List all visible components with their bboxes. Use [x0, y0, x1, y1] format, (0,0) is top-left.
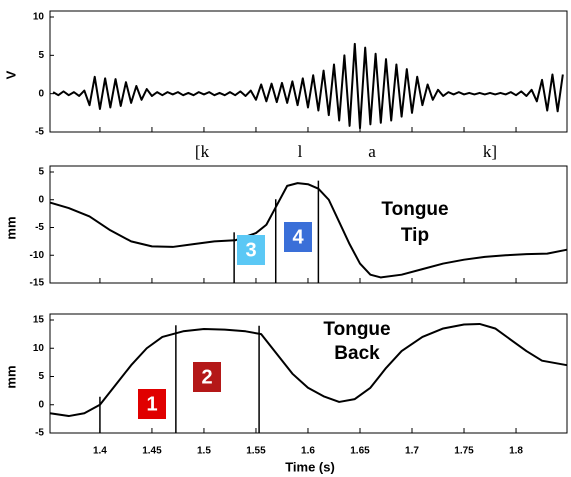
plot-frame	[49, 10, 568, 133]
signal-line	[49, 322, 568, 418]
x-tick-label: 1.5	[197, 446, 211, 457]
plot-frame	[49, 313, 568, 434]
signal-line	[49, 182, 568, 279]
phonetic-label: k]	[483, 142, 497, 161]
x-tick-label: 1.45	[142, 446, 162, 457]
x-tick-label: 1.6	[301, 446, 315, 457]
y-tick-label: 10	[33, 343, 45, 354]
phase-box	[284, 222, 312, 252]
y-tick-label: 10	[33, 12, 45, 23]
phase-box	[237, 235, 265, 265]
y-tick-label: 15	[33, 315, 45, 326]
phase-box	[193, 362, 221, 392]
y-tick-label: -5	[35, 127, 44, 138]
phase-label: 4	[292, 226, 304, 248]
phase-label: 2	[201, 366, 212, 388]
y-tick-label: -10	[30, 250, 45, 261]
phase-label: 1	[146, 393, 157, 415]
x-axis-label: Time (s)	[285, 459, 335, 474]
y-axis-label: mm	[3, 216, 18, 239]
phonetic-label: l	[298, 142, 303, 161]
y-tick-label: -15	[30, 278, 45, 289]
x-tick-label: 1.4	[93, 446, 107, 457]
x-tick-label: 1.75	[454, 446, 474, 457]
phonetic-label: a	[368, 142, 376, 161]
x-tick-label: 1.8	[509, 446, 523, 457]
y-axis-label: V	[3, 70, 18, 79]
y-tick-label: -5	[35, 428, 44, 439]
x-tick-label: 1.65	[350, 446, 370, 457]
plot-frame	[49, 165, 568, 284]
y-tick-label: 5	[38, 167, 44, 178]
annotation: Tongue	[381, 199, 448, 220]
signal-line	[52, 42, 564, 130]
phase-label: 3	[245, 239, 256, 261]
annotation: Back	[334, 343, 380, 364]
y-tick-label: 5	[38, 371, 44, 382]
annotation: Tongue	[323, 319, 390, 340]
y-tick-label: 0	[38, 399, 44, 410]
y-axis-label: mm	[3, 365, 18, 388]
x-tick-label: 1.7	[405, 446, 419, 457]
x-tick-label: 1.55	[246, 446, 266, 457]
y-tick-label: 0	[38, 88, 44, 99]
y-tick-label: -5	[35, 222, 44, 233]
phonetic-label: [k	[195, 142, 210, 161]
annotation: Tip	[401, 225, 429, 246]
phase-box	[138, 389, 166, 419]
y-tick-label: 5	[38, 50, 44, 61]
y-tick-label: 0	[38, 194, 44, 205]
